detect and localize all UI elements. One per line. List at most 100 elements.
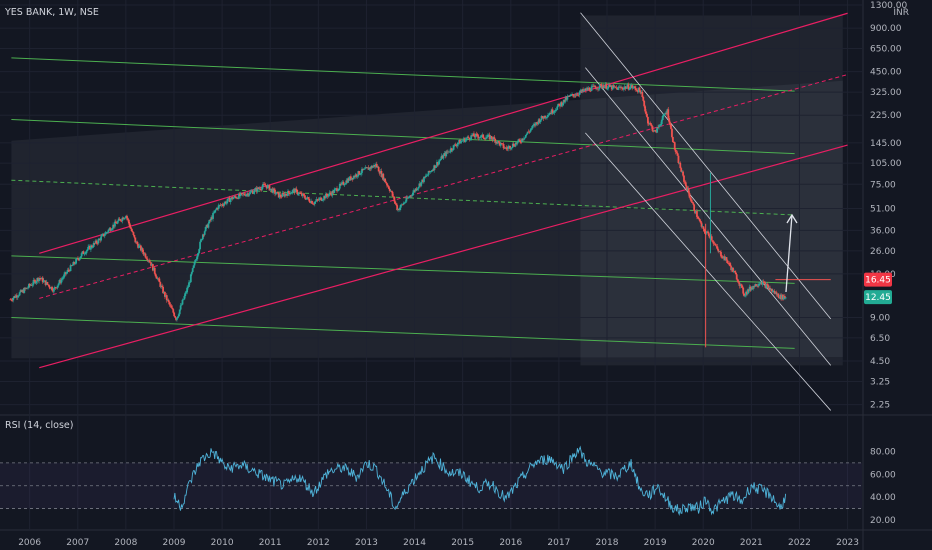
candle-body — [646, 116, 649, 124]
candle-body — [490, 136, 493, 139]
candle-body — [552, 112, 555, 114]
candle-body — [149, 261, 152, 263]
candle-body — [565, 97, 568, 100]
candle-body — [695, 211, 697, 214]
candle-body — [179, 305, 182, 310]
candle-body — [243, 193, 246, 196]
candle-body — [761, 281, 764, 285]
candle-body — [73, 262, 76, 264]
candle-body — [29, 284, 32, 286]
candle-body — [273, 188, 276, 190]
candle-body — [434, 165, 436, 168]
candle-body — [411, 192, 414, 196]
candle-body — [266, 185, 269, 189]
price-tick-label: 3.25 — [870, 377, 890, 387]
candle-body — [671, 128, 673, 137]
candle-body — [22, 289, 25, 293]
rsi-tick-label: 80.00 — [870, 447, 896, 457]
candle-body — [496, 141, 498, 144]
candle-body — [167, 299, 170, 303]
candle-body — [773, 291, 776, 294]
candle-body — [293, 189, 296, 193]
time-tick-label: 2011 — [259, 538, 282, 548]
candle-body — [405, 197, 408, 202]
candle-body — [754, 284, 757, 287]
candle-body — [738, 282, 741, 287]
candle-body — [302, 193, 305, 196]
candle-body — [625, 87, 628, 89]
candle-body — [508, 145, 511, 147]
candle-body — [327, 194, 330, 197]
candle-body — [83, 253, 86, 255]
candle-body — [52, 288, 55, 292]
falling-channel-bottom — [585, 132, 832, 411]
candle-body — [129, 227, 132, 229]
candle-body — [438, 160, 441, 162]
candle-body — [724, 257, 727, 261]
candle-body — [533, 124, 535, 126]
candle-body — [654, 130, 657, 132]
candle-body — [172, 309, 175, 313]
candle-body — [540, 116, 543, 121]
candle-body — [57, 283, 60, 286]
candle-body — [339, 184, 342, 185]
candle-body — [151, 264, 153, 266]
candle-body — [191, 268, 194, 273]
candle-body — [404, 201, 407, 203]
candle-body — [471, 135, 474, 137]
candle-body — [606, 88, 609, 90]
last-price-badge: 12.45 — [865, 293, 891, 303]
candle-body — [734, 272, 737, 275]
candle-body — [601, 86, 604, 88]
candle-body — [159, 282, 162, 287]
candle-body — [610, 85, 613, 90]
candle-body — [612, 85, 615, 87]
candle-body — [597, 88, 600, 90]
candle-body — [667, 109, 670, 119]
candle-body — [90, 245, 93, 248]
candle-body — [87, 246, 90, 250]
price-tick-label: 1300.00 — [870, 1, 907, 11]
green-line-mid-dashed — [11, 179, 795, 216]
time-tick-label: 2018 — [596, 538, 619, 548]
candle-body — [306, 197, 309, 199]
candle-body — [564, 97, 567, 102]
candle-body — [41, 277, 44, 283]
candle-body — [78, 257, 81, 260]
candle-body — [737, 281, 740, 283]
candle-body — [599, 84, 602, 85]
candle-body — [76, 258, 78, 260]
candle-body — [263, 184, 266, 186]
candle-body — [723, 256, 726, 261]
candle-body — [233, 196, 236, 198]
candle-body — [383, 178, 386, 181]
candle-body — [176, 318, 178, 320]
candle-body — [740, 284, 743, 286]
candle-body — [618, 86, 621, 88]
candle-body — [240, 193, 243, 194]
candle-body — [332, 190, 335, 194]
candle-body — [465, 138, 468, 140]
candle-body — [331, 190, 334, 196]
candle-body — [765, 284, 768, 288]
candle-body — [170, 305, 173, 308]
candle-body — [247, 193, 250, 196]
candle-body — [436, 162, 438, 166]
candle-body — [622, 87, 625, 90]
candle-body — [468, 137, 471, 140]
candle-body — [751, 287, 754, 289]
candle-body — [586, 88, 589, 90]
candle-body — [486, 136, 488, 138]
candle-body — [614, 86, 617, 88]
candle-body — [312, 203, 315, 205]
candle-body — [161, 285, 164, 287]
candle-body — [476, 134, 479, 137]
candle-body — [390, 190, 393, 192]
candle-body — [31, 284, 34, 286]
candle-body — [20, 290, 23, 292]
candle-body — [106, 231, 109, 233]
candle-body — [337, 190, 339, 192]
candle-body — [18, 292, 21, 296]
candle-body — [116, 221, 119, 224]
